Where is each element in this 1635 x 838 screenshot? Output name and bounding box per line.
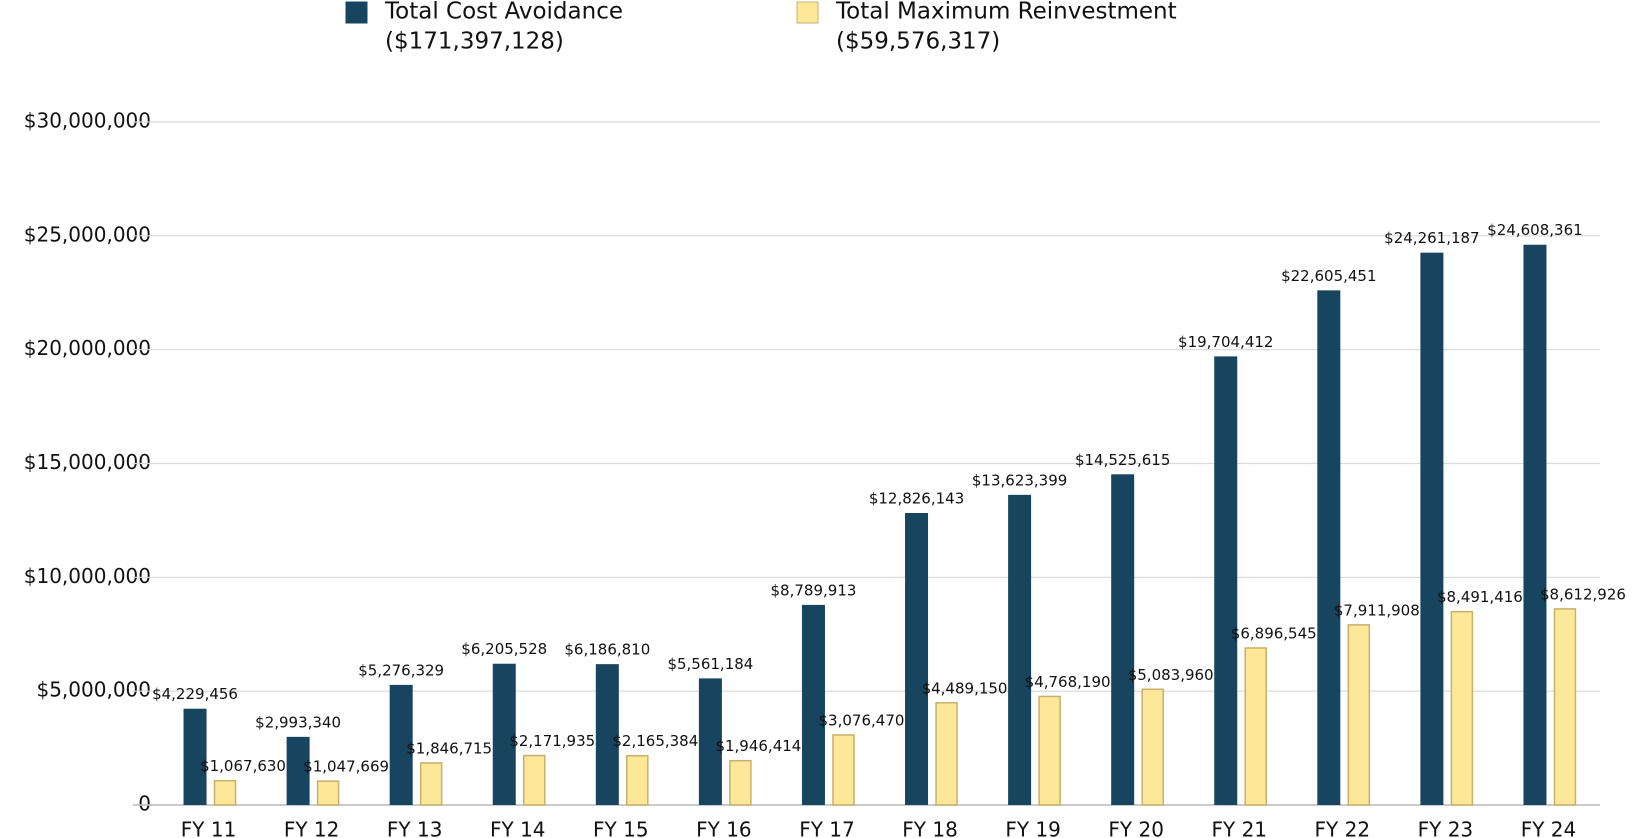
value-label: $2,171,935: [509, 732, 595, 750]
value-label: $13,623,399: [972, 471, 1067, 489]
value-label: $4,768,190: [1025, 673, 1111, 691]
value-label: $22,605,451: [1281, 267, 1376, 285]
x-tick-label: FY 20: [1108, 818, 1164, 838]
bar: [1317, 290, 1341, 805]
bar: [626, 754, 649, 806]
value-label: $1,047,669: [303, 758, 389, 776]
bar: [1523, 244, 1547, 806]
y-tick-label: 0: [138, 792, 151, 816]
bar: [1553, 608, 1577, 806]
value-label: $2,993,340: [255, 713, 341, 731]
bar: [729, 759, 752, 806]
bar: [316, 780, 340, 806]
bar: [419, 762, 443, 806]
x-tick-label: FY 15: [593, 818, 649, 838]
bar: [1450, 610, 1474, 806]
bar: [492, 663, 516, 805]
value-label: $6,896,545: [1231, 624, 1317, 642]
x-tick-label: FY 24: [1521, 818, 1577, 838]
bar: [801, 604, 825, 805]
value-label: $3,076,470: [819, 711, 905, 729]
legend-swatch: [345, 1, 368, 24]
bar: [1420, 252, 1444, 806]
value-label: $6,186,810: [564, 641, 650, 659]
x-tick-label: FY 16: [696, 818, 752, 838]
bar: [523, 754, 546, 806]
x-tick-label: FY 12: [284, 818, 340, 838]
y-tick-label: $10,000,000: [24, 564, 151, 588]
x-tick-label: FY 22: [1315, 818, 1371, 838]
legend-swatch: [796, 1, 819, 24]
bar: [389, 684, 413, 805]
bar: [183, 708, 207, 805]
legend-total: ($171,397,128): [385, 29, 564, 55]
value-label: $6,205,528: [461, 640, 547, 658]
value-label: $1,946,414: [715, 737, 801, 755]
bar: [1244, 647, 1267, 806]
x-tick-label: FY 17: [799, 818, 855, 838]
y-tick-label: $30,000,000: [24, 109, 151, 133]
value-label: $4,489,150: [922, 679, 1008, 697]
value-label: $14,525,615: [1075, 451, 1170, 469]
legend-label: Total Cost Avoidance: [384, 0, 623, 25]
x-tick-label: FY 13: [387, 818, 443, 838]
value-label: $19,704,412: [1178, 333, 1273, 351]
bar: [698, 678, 722, 805]
bar: [1111, 474, 1135, 805]
bar: [595, 664, 619, 805]
y-tick-label: $20,000,000: [24, 336, 151, 360]
value-label: $24,608,361: [1487, 221, 1582, 239]
value-label: $4,229,456: [152, 685, 238, 703]
y-tick-label: $5,000,000: [36, 678, 151, 702]
bar: [213, 779, 237, 806]
x-tick-label: FY 21: [1211, 818, 1267, 838]
bar: [1038, 695, 1061, 806]
legend-label: Total Maximum Reinvestment: [835, 0, 1177, 25]
value-label: $8,789,913: [771, 581, 857, 599]
bar: [905, 512, 929, 805]
bar: [1347, 624, 1371, 806]
y-tick-label: $25,000,000: [24, 222, 151, 246]
x-tick-label: FY 14: [490, 818, 546, 838]
value-label: $8,612,926: [1540, 585, 1626, 603]
value-label: $5,083,960: [1128, 666, 1214, 684]
x-tick-label: FY 23: [1418, 818, 1474, 838]
value-label: $24,261,187: [1384, 229, 1479, 247]
legend-total: ($59,576,317): [836, 29, 1000, 55]
bar: [1141, 688, 1164, 806]
bar: [286, 736, 310, 805]
bar: [1008, 494, 1032, 805]
value-label: $7,911,908: [1334, 601, 1420, 619]
value-label: $12,826,143: [869, 489, 964, 507]
y-tick-label: $15,000,000: [24, 450, 151, 474]
value-label: $1,067,630: [200, 757, 286, 775]
value-label: $5,276,329: [358, 661, 444, 679]
bar: [1214, 356, 1238, 805]
value-label: $2,165,384: [612, 732, 698, 750]
value-label: $5,561,184: [667, 655, 753, 673]
value-label: $8,491,416: [1437, 588, 1523, 606]
value-label: $1,846,715: [406, 739, 492, 757]
x-tick-label: FY 19: [1005, 818, 1061, 838]
x-tick-label: FY 11: [181, 818, 237, 838]
bar: [935, 702, 958, 806]
bar: [832, 734, 855, 806]
x-tick-label: FY 18: [902, 818, 958, 838]
